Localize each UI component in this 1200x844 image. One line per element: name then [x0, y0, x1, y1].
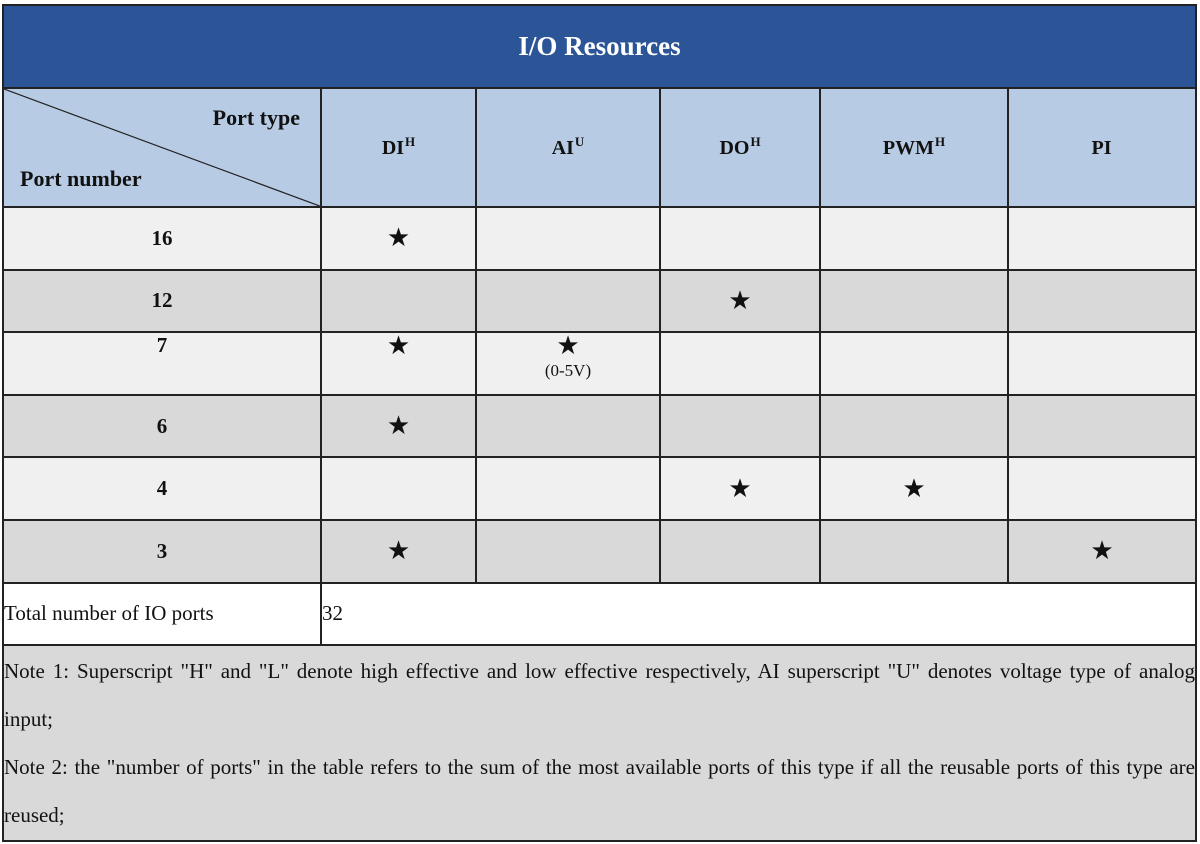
port-type-cell: ★: [320, 205, 477, 271]
column-header-ai: AIU: [475, 86, 661, 208]
port-type-cell: ★ (0-5V): [475, 331, 661, 396]
notes-row: Note 1: Superscript "H" and "L" denote h…: [2, 643, 1197, 843]
port-type-label: Port type: [212, 104, 300, 130]
star-icon: ★: [386, 223, 411, 253]
star-icon: ★: [902, 473, 926, 503]
column-superscript: H: [750, 134, 761, 150]
table-row: 3 ★ ★: [2, 518, 1197, 584]
port-type-cell: [659, 331, 821, 396]
table-title: I/O Resources: [2, 4, 1197, 89]
port-type-cell: [475, 268, 661, 334]
column-superscript: H: [934, 134, 946, 150]
table-row: 16 ★: [2, 205, 1197, 271]
column-header-pi: PI: [1007, 86, 1197, 208]
column-superscript: H: [405, 134, 416, 150]
port-type-cell: ★: [659, 268, 821, 334]
voltage-range-note: (0-5V): [544, 361, 592, 381]
port-number-cell: 16: [2, 205, 322, 271]
note-2: Note 2: the "number of ports" in the tab…: [4, 754, 1195, 827]
table-row: 12 ★: [2, 268, 1197, 334]
port-type-cell: [659, 393, 821, 459]
port-type-cell: [1007, 456, 1197, 521]
port-number-label: Port number: [20, 165, 142, 191]
port-type-cell: [475, 393, 661, 459]
port-number-cell: 7: [2, 331, 322, 396]
total-label: Total number of IO ports: [2, 581, 322, 646]
port-number-cell: 12: [2, 268, 322, 334]
column-superscript: U: [574, 134, 585, 150]
star-icon: ★: [556, 331, 580, 361]
column-header-pwm: PWMH: [819, 86, 1009, 208]
port-type-cell: [475, 456, 661, 521]
port-type-cell: [1007, 205, 1197, 271]
port-type-cell: [320, 268, 477, 334]
column-label: DI: [381, 137, 405, 160]
column-label: AI: [551, 137, 574, 160]
column-label: PWM: [882, 137, 934, 160]
star-icon: ★: [386, 536, 411, 566]
column-header-di: DIH: [320, 86, 477, 208]
total-value: 32: [320, 581, 1197, 646]
total-row: Total number of IO ports 32: [2, 581, 1197, 646]
notes-cell: Note 1: Superscript "H" and "L" denote h…: [2, 643, 1197, 843]
diagonal-divider: [4, 89, 320, 206]
port-number-cell: 3: [2, 518, 322, 584]
port-type-cell: [659, 205, 821, 271]
star-icon: ★: [386, 411, 411, 440]
port-number-cell: 4: [2, 456, 322, 521]
port-type-cell: [1007, 268, 1197, 334]
port-type-cell: ★: [320, 518, 477, 584]
port-type-cell: ★: [320, 393, 477, 459]
star-icon: ★: [386, 331, 411, 361]
column-header-do: DOH: [659, 86, 821, 208]
port-number-cell: 6: [2, 393, 322, 459]
star-icon: ★: [728, 473, 752, 503]
port-type-cell: [819, 518, 1009, 584]
port-type-cell: ★: [819, 456, 1009, 521]
port-type-cell: [475, 518, 661, 584]
port-type-cell: ★: [1007, 518, 1197, 584]
port-type-cell: [475, 205, 661, 271]
table-row: 4 ★ ★: [2, 456, 1197, 521]
port-type-cell: ★: [320, 331, 477, 396]
note-1: Note 1: Superscript "H" and "L" denote h…: [4, 658, 1195, 731]
port-type-cell: [1007, 393, 1197, 459]
corner-header: Port type Port number: [2, 86, 322, 208]
port-type-cell: [320, 456, 477, 521]
port-type-cell: [1007, 331, 1197, 396]
port-type-cell: [819, 393, 1009, 459]
io-resources-table: I/O Resources Port type Port number DIH …: [2, 4, 1197, 843]
table-row: 6 ★: [2, 393, 1197, 459]
port-rows: 16 ★ 12 ★ 7 ★ ★ (0-5V) 6 ★ 4 ★ ★ 3 ★ ★: [2, 205, 1197, 584]
column-label: DO: [719, 137, 750, 160]
port-type-cell: [659, 518, 821, 584]
star-icon: ★: [1090, 536, 1114, 566]
port-type-cell: ★: [659, 456, 821, 521]
table-row: 7 ★ ★ (0-5V): [2, 331, 1197, 396]
port-type-cell: [819, 205, 1009, 271]
star-icon: ★: [728, 285, 752, 315]
column-label: PI: [1091, 137, 1112, 160]
port-type-cell: [819, 268, 1009, 334]
port-type-cell: [819, 331, 1009, 396]
